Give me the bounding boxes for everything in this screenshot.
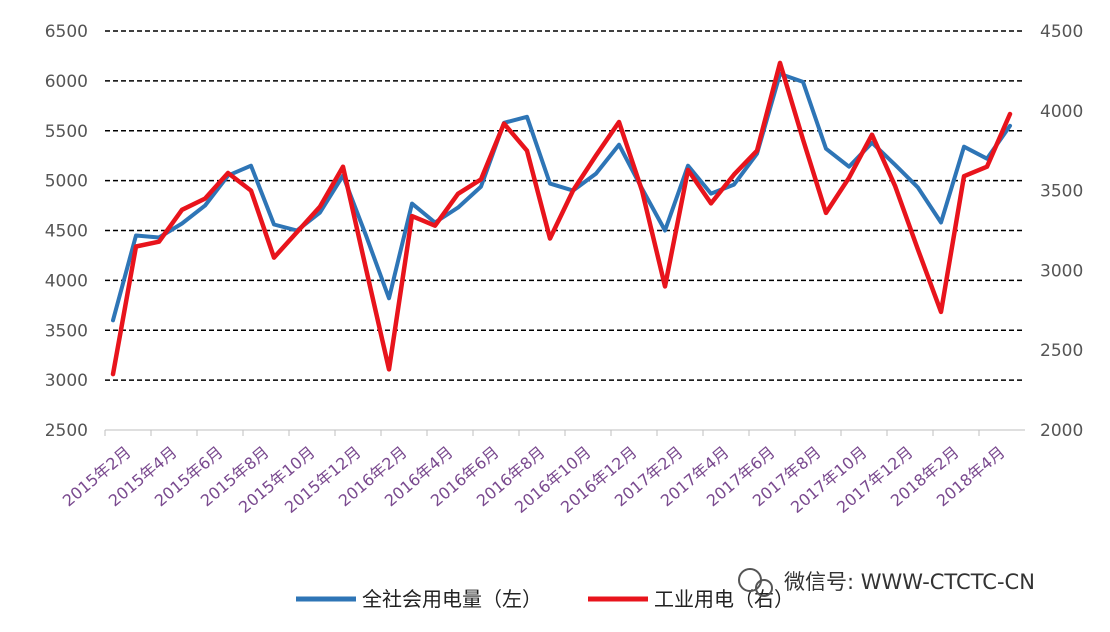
left-tick-label: 5500 [45, 122, 88, 142]
watermark: 微信号: WWW-CTCTC-CN [738, 568, 1035, 597]
right-axis-ticks: 2000 2500 3000 3500 4000 4500 [1040, 22, 1083, 441]
watermark-text: 微信号: WWW-CTCTC-CN [784, 570, 1035, 594]
legend-label-industrial-power: 工业用电（右） [654, 587, 794, 611]
right-tick-label: 2000 [1040, 421, 1083, 441]
right-tick-label: 2500 [1040, 341, 1083, 361]
left-tick-label: 6000 [45, 72, 88, 92]
left-tick-label: 4500 [45, 222, 88, 242]
right-tick-label: 3500 [1040, 182, 1083, 202]
wechat-icon-bubble [755, 579, 773, 597]
left-tick-label: 3000 [45, 371, 88, 391]
x-axis-ticks: 2015年2月2015年4月2015年6月2015年8月2015年10月2015… [59, 430, 1009, 517]
right-tick-label: 4000 [1040, 102, 1083, 122]
series-lines [110, 60, 1013, 377]
legend: 全社会用电量（左） 工业用电（右） [296, 587, 794, 611]
left-axis-ticks: 2500 3000 3500 4000 4500 5000 5500 6000 6500 [45, 22, 88, 441]
left-tick-label: 6500 [45, 22, 88, 42]
series-line-total-power [111, 71, 1012, 323]
left-tick-label: 5000 [45, 172, 88, 192]
left-tick-label: 2500 [45, 421, 88, 441]
legend-label-total-power: 全社会用电量（左） [362, 587, 542, 611]
right-tick-label: 3000 [1040, 261, 1083, 281]
left-tick-label: 4000 [45, 271, 88, 291]
series-line-industrial-power [110, 60, 1013, 377]
gridlines [105, 30, 1025, 431]
left-tick-label: 3500 [45, 321, 88, 341]
right-tick-label: 4500 [1040, 22, 1083, 42]
